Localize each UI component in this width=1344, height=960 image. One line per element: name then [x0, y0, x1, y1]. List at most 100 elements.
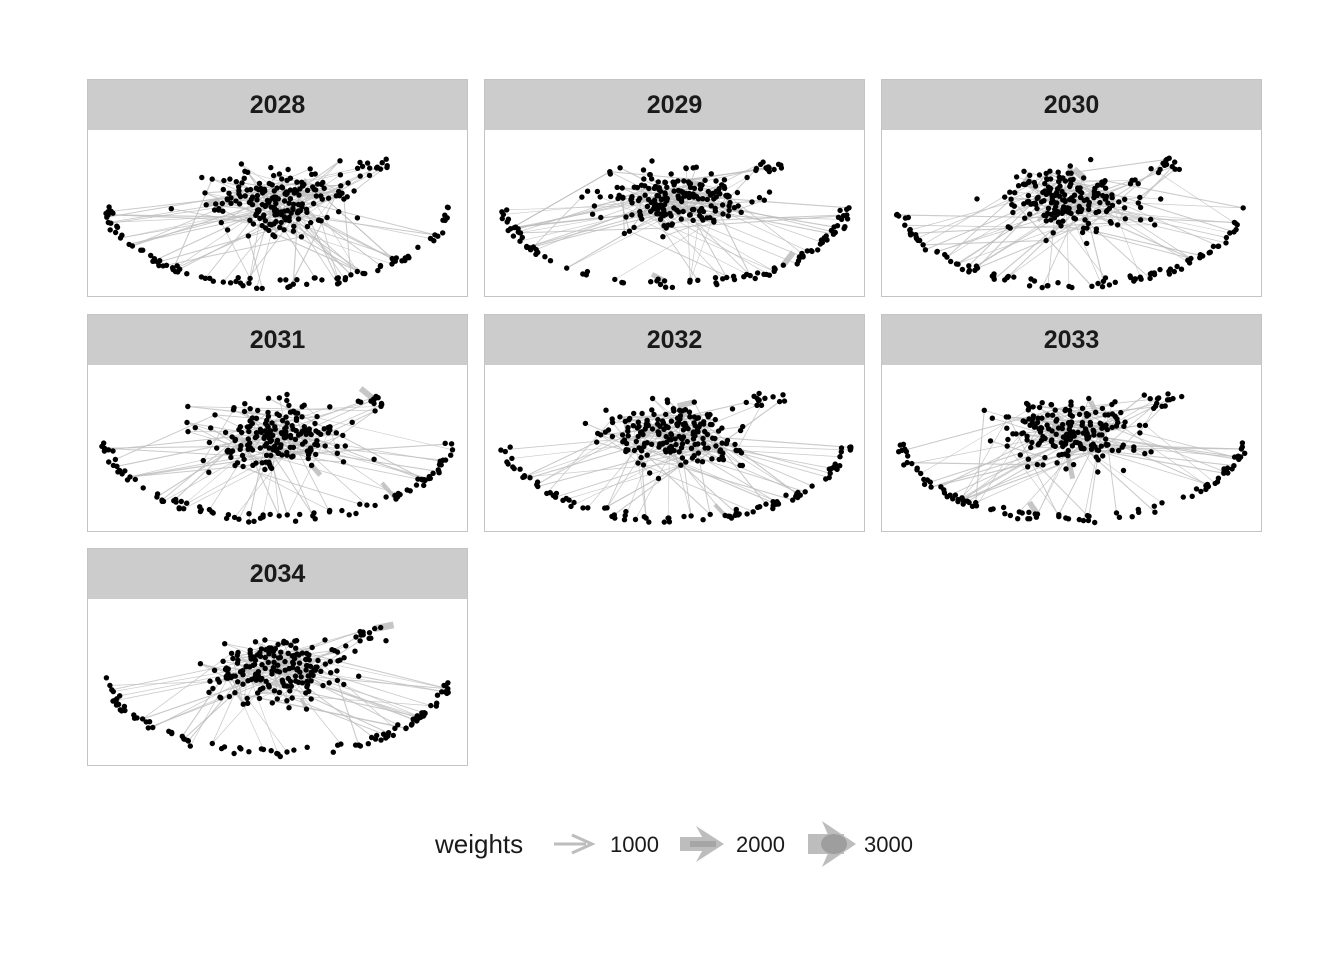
node	[287, 187, 293, 193]
node	[237, 424, 244, 430]
node	[110, 688, 116, 695]
node	[655, 276, 661, 282]
node	[770, 394, 776, 400]
node	[274, 750, 280, 757]
node	[716, 456, 722, 463]
node	[181, 736, 187, 742]
legend-label-3000: 3000	[864, 832, 913, 857]
node	[1065, 516, 1072, 522]
node	[826, 474, 832, 481]
node	[690, 436, 697, 442]
edge	[1096, 231, 1203, 257]
node	[1026, 283, 1033, 289]
node	[1015, 183, 1022, 189]
node	[1063, 466, 1069, 472]
node	[219, 200, 225, 207]
node	[846, 205, 852, 211]
node	[313, 193, 319, 199]
node	[1141, 392, 1147, 398]
node	[609, 416, 615, 422]
node	[662, 179, 669, 186]
node	[1121, 423, 1127, 430]
node	[266, 435, 273, 442]
edge	[713, 219, 804, 258]
node	[671, 205, 677, 211]
facet-label: 2032	[646, 325, 703, 354]
node	[950, 496, 956, 502]
node	[627, 415, 633, 422]
node	[749, 199, 755, 205]
node	[288, 210, 294, 216]
facet-label: 2028	[249, 90, 306, 119]
node	[666, 436, 672, 443]
edge	[1106, 402, 1158, 446]
node	[308, 696, 314, 702]
node	[758, 402, 765, 408]
node	[285, 166, 291, 173]
node	[1053, 431, 1059, 437]
node	[1048, 200, 1055, 206]
node	[286, 665, 292, 672]
node	[304, 678, 310, 684]
node	[638, 448, 645, 454]
node	[582, 420, 589, 427]
node	[1129, 514, 1135, 520]
node	[1102, 275, 1109, 281]
node	[1109, 424, 1115, 431]
node	[657, 441, 663, 447]
node	[245, 169, 251, 175]
node	[1138, 276, 1144, 282]
node	[704, 196, 710, 203]
node	[206, 469, 212, 475]
node	[1007, 225, 1013, 231]
node	[244, 424, 251, 430]
node	[1164, 156, 1170, 163]
node	[1048, 402, 1055, 408]
edge	[1104, 427, 1117, 513]
node-layer	[103, 624, 451, 760]
node	[1019, 510, 1025, 516]
node	[275, 641, 281, 648]
node	[1081, 175, 1087, 181]
node	[844, 216, 851, 222]
node	[1154, 400, 1160, 406]
edge	[290, 212, 338, 285]
node	[233, 198, 239, 204]
node	[284, 749, 290, 755]
node	[373, 165, 380, 171]
node	[1166, 268, 1172, 275]
node	[173, 499, 179, 505]
node	[697, 421, 704, 427]
node	[1215, 475, 1222, 481]
node	[928, 484, 934, 490]
node	[719, 440, 725, 446]
node	[239, 452, 246, 459]
node	[301, 181, 307, 188]
node	[206, 439, 213, 446]
node	[686, 181, 693, 187]
facet-label: 2030	[1043, 90, 1100, 119]
edge	[315, 189, 396, 262]
edge	[667, 447, 670, 519]
edge-layer	[106, 160, 436, 289]
node	[723, 192, 729, 199]
node	[272, 209, 278, 215]
node	[239, 180, 245, 186]
node	[310, 200, 317, 207]
node	[1015, 516, 1021, 522]
edge	[214, 414, 283, 422]
network-plot	[88, 130, 467, 297]
node	[966, 263, 972, 269]
node	[1026, 198, 1032, 205]
node	[591, 203, 598, 209]
edge	[1087, 428, 1103, 521]
node	[834, 466, 840, 473]
node	[240, 463, 246, 470]
edge	[1046, 194, 1230, 234]
node	[1045, 412, 1051, 418]
node	[131, 715, 138, 721]
node	[981, 407, 987, 413]
node	[129, 243, 136, 249]
node	[1054, 186, 1061, 192]
legend-edge-overlap	[821, 834, 847, 854]
